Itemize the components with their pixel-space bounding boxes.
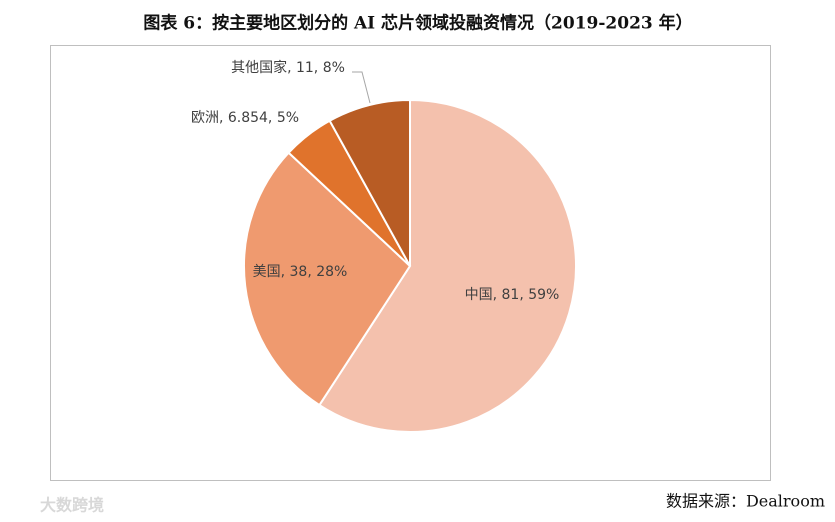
leader-line (352, 71, 371, 104)
watermark: 大数跨境 (40, 496, 104, 515)
pie-slice (328, 98, 411, 267)
pie-slice (318, 98, 577, 433)
data-label: 中国, 81, 59% (465, 287, 560, 303)
pie-slice (243, 151, 412, 407)
chart-frame (50, 45, 771, 481)
source-note: 数据来源：Dealroom (666, 492, 825, 511)
chart-title: 图表 6：按主要地区划分的 AI 芯片领域投融资情况（2019-2023 年） (143, 13, 692, 34)
data-label: 美国, 38, 28% (253, 264, 348, 280)
data-label: 其他国家, 11, 8% (231, 59, 345, 76)
data-label: 欧洲, 6.854, 5% (191, 110, 299, 126)
